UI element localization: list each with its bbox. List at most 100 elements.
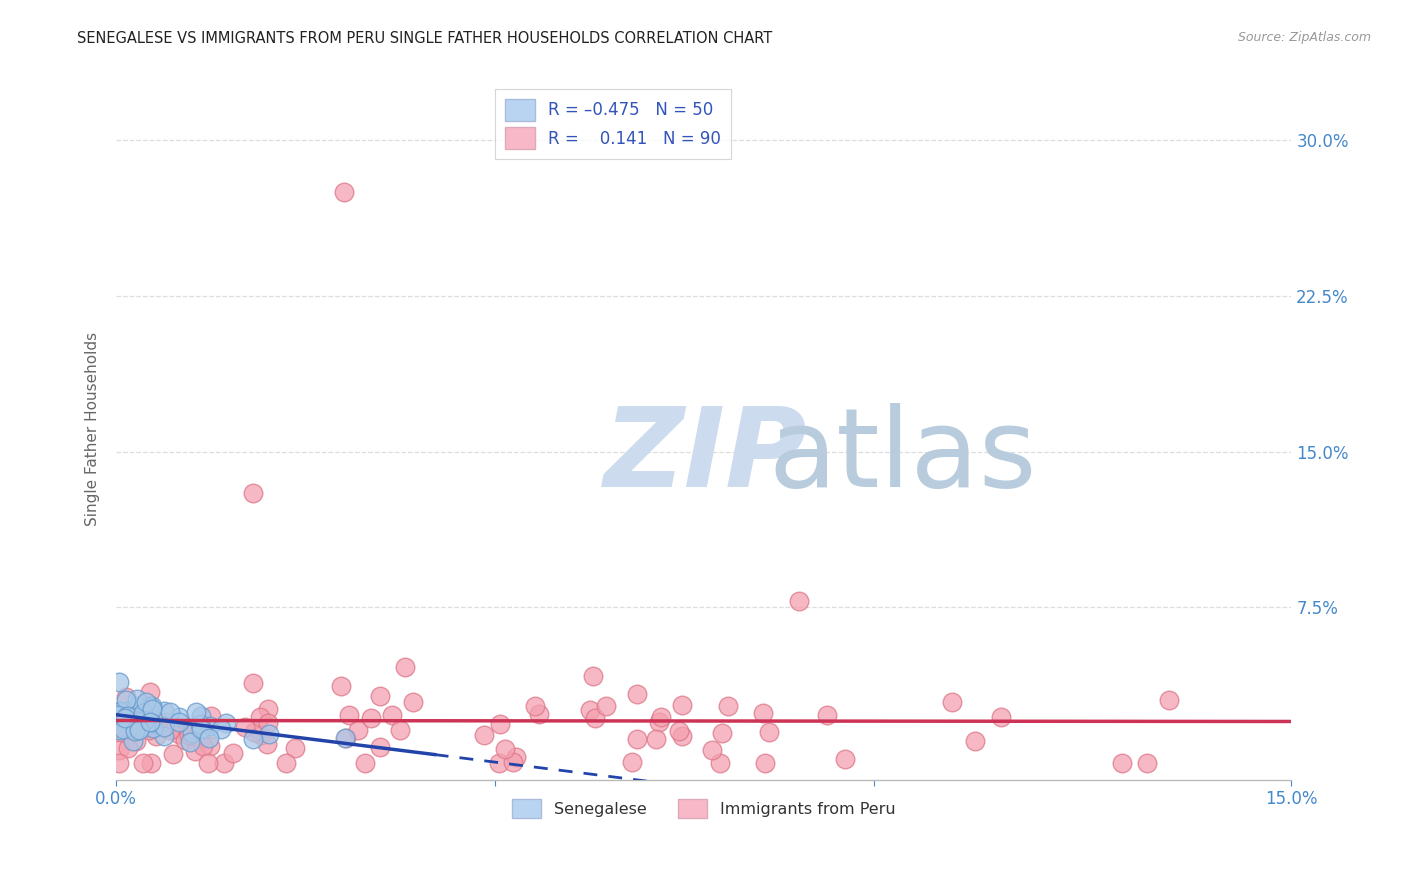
Point xyxy=(127,699,149,714)
Point xyxy=(139,756,162,771)
Point xyxy=(112,719,135,733)
Point xyxy=(650,709,672,723)
Point xyxy=(179,727,201,741)
Point xyxy=(108,674,131,689)
Point xyxy=(135,695,157,709)
Point xyxy=(360,711,382,725)
Point xyxy=(138,715,160,730)
Point xyxy=(710,726,733,740)
Point xyxy=(145,729,167,743)
Point xyxy=(111,713,134,727)
Point xyxy=(494,742,516,756)
Point xyxy=(215,715,238,730)
Point xyxy=(110,705,132,719)
Point xyxy=(138,723,160,737)
Point xyxy=(125,714,148,729)
Point xyxy=(523,699,546,714)
Point xyxy=(173,732,195,747)
Point xyxy=(156,714,179,729)
Point xyxy=(139,715,162,730)
Point xyxy=(283,740,305,755)
Point xyxy=(668,723,690,738)
Point xyxy=(335,731,357,746)
Point xyxy=(159,706,181,720)
Point xyxy=(138,699,160,714)
Point xyxy=(169,723,191,737)
Point xyxy=(787,594,810,608)
Point xyxy=(963,733,986,747)
Point xyxy=(141,702,163,716)
Point xyxy=(276,756,298,771)
Point xyxy=(990,710,1012,724)
Point xyxy=(117,741,139,756)
Point xyxy=(834,752,856,766)
Point xyxy=(179,735,201,749)
Point xyxy=(125,734,148,748)
Point xyxy=(108,723,131,738)
Point xyxy=(117,709,139,723)
Point xyxy=(1136,756,1159,771)
Point xyxy=(167,709,190,723)
Point xyxy=(108,743,131,757)
Point xyxy=(108,756,131,771)
Point xyxy=(153,704,176,718)
Point xyxy=(200,708,222,723)
Point xyxy=(122,733,145,747)
Point xyxy=(139,685,162,699)
Point xyxy=(242,676,264,690)
Point xyxy=(502,756,524,770)
Point xyxy=(488,756,510,771)
Point xyxy=(394,659,416,673)
Point xyxy=(941,695,963,709)
Point xyxy=(111,725,134,739)
Text: ZIP: ZIP xyxy=(605,403,807,510)
Point xyxy=(128,722,150,736)
Point xyxy=(256,737,278,751)
Point xyxy=(1157,692,1180,706)
Point xyxy=(257,727,280,741)
Point xyxy=(332,185,354,199)
Point xyxy=(135,715,157,730)
Point xyxy=(583,710,606,724)
Point xyxy=(124,723,146,738)
Point xyxy=(249,710,271,724)
Point xyxy=(582,669,605,683)
Point xyxy=(197,756,219,771)
Point xyxy=(337,707,360,722)
Point xyxy=(146,714,169,728)
Point xyxy=(595,698,617,713)
Point xyxy=(620,755,643,769)
Point xyxy=(124,718,146,732)
Point xyxy=(115,693,138,707)
Text: atlas: atlas xyxy=(769,403,1038,510)
Point xyxy=(200,719,222,733)
Point xyxy=(184,744,207,758)
Point xyxy=(489,717,512,731)
Point xyxy=(152,729,174,743)
Point xyxy=(117,704,139,718)
Point xyxy=(401,695,423,709)
Point xyxy=(330,679,353,693)
Point xyxy=(190,708,212,723)
Point xyxy=(110,704,132,718)
Point xyxy=(242,486,264,500)
Point xyxy=(222,746,245,760)
Point xyxy=(136,719,159,733)
Point xyxy=(181,726,204,740)
Point xyxy=(370,739,392,754)
Point xyxy=(177,728,200,742)
Text: Source: ZipAtlas.com: Source: ZipAtlas.com xyxy=(1237,31,1371,45)
Point xyxy=(114,711,136,725)
Point xyxy=(162,747,184,761)
Y-axis label: Single Father Households: Single Father Households xyxy=(86,332,100,525)
Point xyxy=(335,731,357,745)
Legend: Senegalese, Immigrants from Peru: Senegalese, Immigrants from Peru xyxy=(506,792,901,825)
Point xyxy=(191,739,214,753)
Point xyxy=(242,732,264,747)
Point xyxy=(472,729,495,743)
Point xyxy=(815,707,838,722)
Point xyxy=(353,756,375,771)
Point xyxy=(527,707,550,722)
Point xyxy=(128,723,150,738)
Point xyxy=(124,714,146,728)
